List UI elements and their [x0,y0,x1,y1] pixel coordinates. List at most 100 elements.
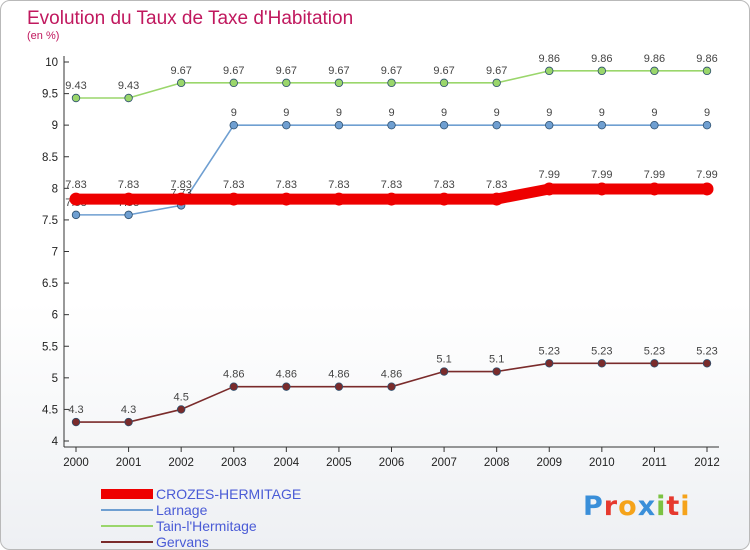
data-label: 7.83 [486,179,507,191]
data-point [334,120,344,130]
y-tick-label: 6.5 [42,278,58,290]
data-point [69,192,83,206]
x-tick-label: 2002 [168,457,194,469]
y-tick-label: 7.5 [42,215,58,227]
data-point [227,192,241,206]
x-tick-label: 2011 [642,457,667,469]
data-point [545,66,554,76]
logo-letter: t [666,491,681,522]
data-label: 9 [283,107,289,119]
x-tick-label: 2012 [694,457,720,469]
legend: CROZES-HERMITAGE Larnage Tain-l'Hermitage G… [101,486,301,550]
data-point [490,192,504,206]
data-label: 5.23 [591,345,612,357]
data-point [124,210,133,220]
chart-unit: (en %) [27,30,60,42]
y-tick-label: 9 [52,120,58,132]
data-label: 9 [336,107,342,119]
data-point [597,359,607,368]
data-point [542,182,556,196]
data-label: 4.3 [68,404,83,416]
chart-title: Evolution du Taux de Taxe d'Habitation [27,8,354,29]
data-point [385,192,398,206]
x-tick-label: 2010 [589,457,615,469]
data-label: 9.67 [276,65,297,77]
x-tick-label: 2000 [63,457,89,469]
data-point [387,78,396,88]
data-point [282,120,291,130]
legend-swatch [101,509,153,511]
y-tick-label: 4 [52,436,59,448]
data-label: 9 [231,107,237,119]
data-label: 7.83 [381,179,402,191]
data-point [597,66,607,76]
data-label: 9.67 [433,65,454,77]
data-point [702,359,712,368]
data-point [71,210,81,220]
data-point [176,78,186,88]
data-label: 9.67 [170,65,191,77]
data-point [702,66,712,76]
logo-letter: x [637,491,657,522]
y-tick-label: 10 [45,57,58,69]
logo-letter: i [680,491,691,522]
data-label: 9.86 [644,53,665,65]
data-label: 5.23 [539,345,560,357]
data-point [545,359,554,368]
data-label: 7.83 [223,179,244,191]
data-point [229,382,238,391]
data-label: 9 [599,107,605,119]
legend-swatch [101,541,153,543]
data-point [650,120,659,130]
data-label: 9 [704,107,710,119]
data-label: 9.86 [591,53,612,65]
logo-letter: i [656,491,667,522]
data-label: 5.1 [436,354,451,366]
proxiti-logo: Proxiti [583,491,691,522]
x-tick-label: 2005 [326,457,352,469]
x-tick-label: 2003 [221,457,247,469]
legend-item: CROZES-HERMITAGE [101,486,301,502]
data-point [332,192,346,206]
data-label: 9.67 [328,65,349,77]
data-label: 7.83 [65,179,86,191]
data-label: 9.86 [539,53,560,65]
data-label: 9.43 [65,80,86,92]
data-label: 9.67 [381,65,402,77]
data-label: 9 [651,107,657,119]
data-label: 7.99 [539,169,560,181]
x-tick-label: 2008 [484,457,510,469]
y-tick-label: 8 [52,183,58,195]
logo-letter: r [603,491,619,522]
data-label: 9.86 [696,53,717,65]
data-label: 9.43 [118,80,139,92]
data-point [700,182,714,196]
data-label: 9 [546,107,552,119]
data-point [545,120,554,130]
data-label: 7.83 [118,179,139,191]
y-tick-label: 8.5 [42,152,58,164]
y-tick-label: 5 [52,373,58,385]
data-label: 7.83 [170,179,191,191]
data-label: 9 [494,107,500,119]
legend-label: Tain-l'Hermitage [156,518,257,534]
y-tick-label: 9.5 [42,89,58,101]
data-point [71,93,81,103]
data-point [122,192,136,206]
data-label: 4.86 [276,369,297,381]
data-point [124,93,133,103]
y-tick-label: 5.5 [42,341,58,353]
data-label: 4.5 [174,391,189,403]
legend-label: Gervans [156,534,209,550]
data-point [437,192,451,206]
data-label: 4.3 [121,404,136,416]
data-label: 7.99 [591,169,612,181]
y-tick-label: 4.5 [42,404,58,416]
data-label: 7.99 [696,169,717,181]
legend-item: Gervans [101,534,301,550]
data-point [124,417,133,427]
data-label: 7.99 [644,169,665,181]
data-point [702,120,712,130]
data-label: 9 [441,107,447,119]
